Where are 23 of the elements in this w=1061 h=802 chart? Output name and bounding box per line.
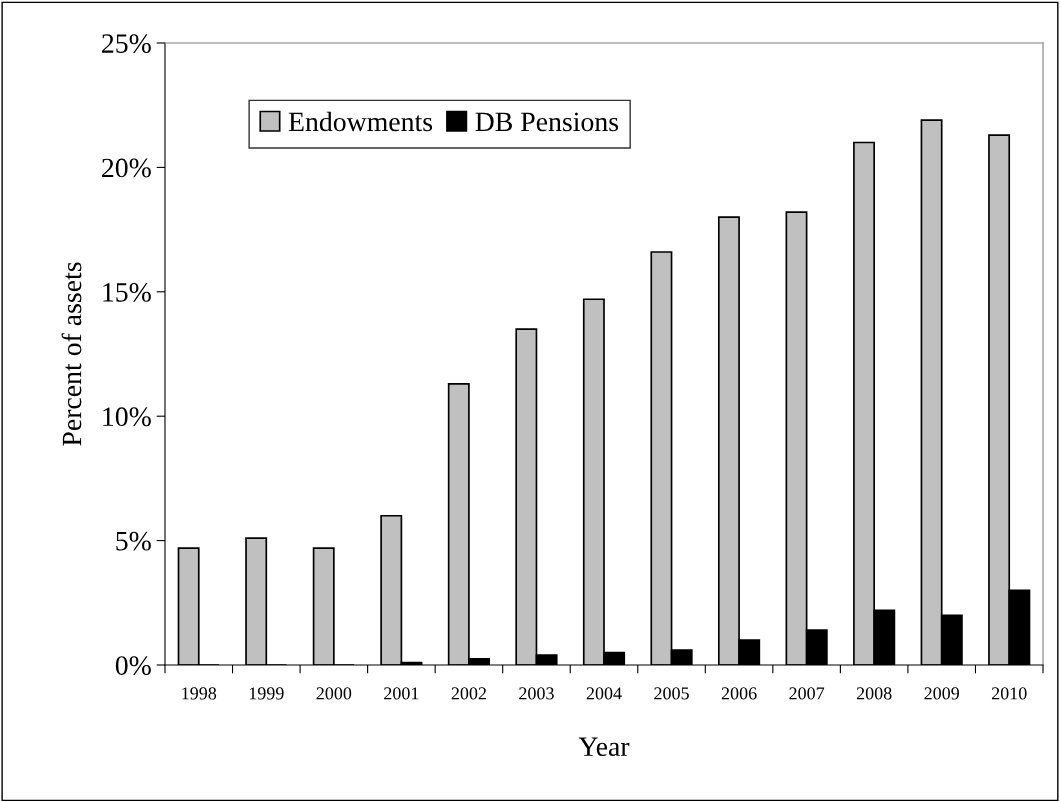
legend-label: DB Pensions [475,112,619,132]
x-tick-label: 2000 [316,687,352,700]
x-tick-label: 2006 [721,687,757,700]
x-axis-title: Year [578,737,630,757]
x-tick-label: 2009 [924,687,960,700]
y-tick-label: 10% [103,407,151,427]
x-tick-label: 1999 [249,687,284,700]
y-tick-label: 20% [102,158,151,178]
x-tick-label: 1998 [182,687,217,700]
x-tick-label: 2008 [856,687,892,700]
x-tick-label: 2003 [519,687,554,700]
x-tick-label: 2004 [586,687,622,700]
legend-label: Endowments [288,111,433,132]
x-tick-label: 2010 [991,687,1027,700]
x-tick-label: 2005 [654,687,689,700]
y-axis-title: Percent of assets [61,262,82,446]
y-tick-label: 0% [115,656,151,675]
x-tick-label: 2002 [451,687,486,700]
x-tick-label: 2007 [789,687,825,700]
y-tick-label: 5% [116,531,151,551]
x-tick-label: 2001 [384,687,419,700]
y-tick-label: 15% [103,282,151,302]
y-tick-label: 25% [102,34,151,53]
